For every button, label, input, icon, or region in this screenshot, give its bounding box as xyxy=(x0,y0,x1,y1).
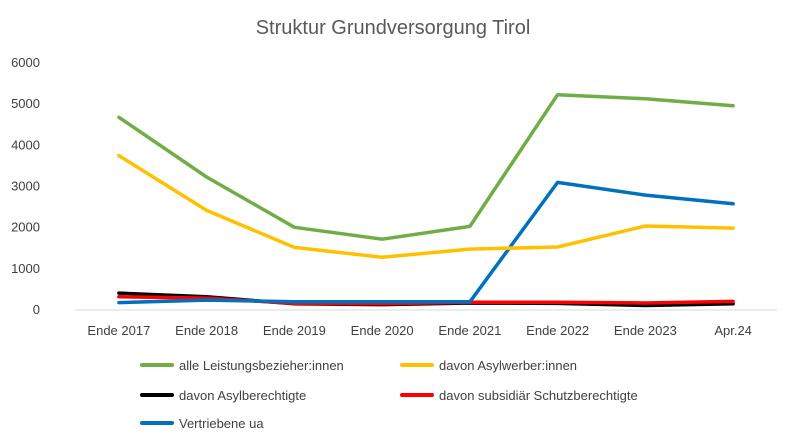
x-tick-label: Ende 2020 xyxy=(351,323,414,338)
y-tick-label: 3000 xyxy=(11,179,40,194)
legend-label: alle Leistungsbezieher:innen xyxy=(179,358,344,373)
x-tick-label: Ende 2022 xyxy=(526,323,589,338)
x-tick-label: Ende 2018 xyxy=(175,323,238,338)
y-tick-label: 5000 xyxy=(11,96,40,111)
series-line-1 xyxy=(117,153,735,260)
chart-title: Struktur Grundversorgung Tirol xyxy=(256,17,531,39)
x-tick-label: Ende 2017 xyxy=(87,323,150,338)
legend-label: davon Asylwerber:innen xyxy=(439,358,577,373)
x-tick-label: Ende 2023 xyxy=(614,323,677,338)
x-tick-label: Ende 2021 xyxy=(438,323,501,338)
legend-label: davon Asylberechtigte xyxy=(179,388,306,403)
y-tick-label: 6000 xyxy=(11,55,40,70)
series-line-0 xyxy=(117,92,735,241)
legend-label: davon subsidiär Schutzberechtigte xyxy=(439,388,638,403)
y-tick-label: 4000 xyxy=(11,137,40,152)
x-axis: Ende 2017 Ende 2018 Ende 2019 Ende 2020 Ende… xyxy=(87,323,752,338)
x-tick-label: Apr.24 xyxy=(714,323,752,338)
legend: alle Leistungsbezieher:innen davon Asylwe… xyxy=(140,358,638,431)
y-tick-label: 0 xyxy=(33,302,40,317)
x-tick-label: Ende 2019 xyxy=(263,323,326,338)
y-axis: 0 1000 2000 3000 4000 5000 6000 xyxy=(11,55,40,317)
y-tick-label: 2000 xyxy=(11,220,40,235)
plot-area xyxy=(117,92,735,308)
legend-label: Vertriebene ua xyxy=(179,416,264,431)
series-line-4 xyxy=(117,180,735,305)
y-tick-label: 1000 xyxy=(11,261,40,276)
